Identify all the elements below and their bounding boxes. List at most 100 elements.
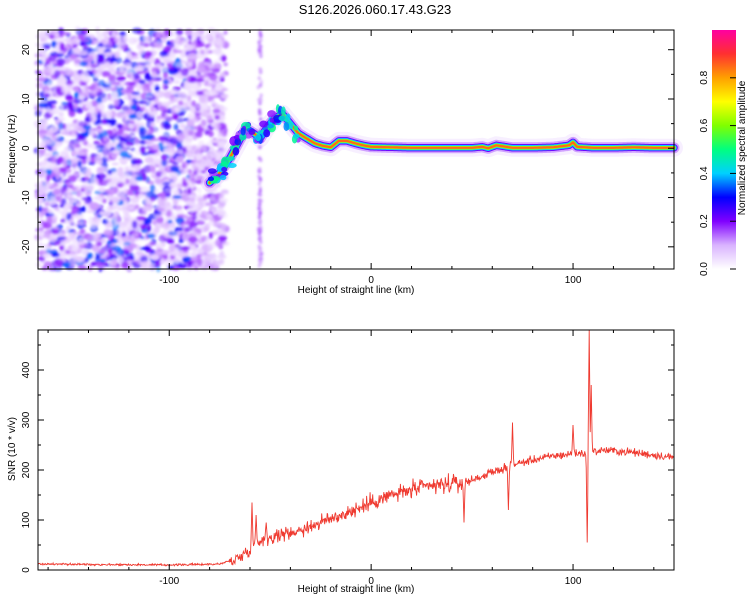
spectrogram-noise-cell [43,261,52,269]
spectrogram-noise-cell [127,52,133,60]
spectrogram-streak-cell [258,108,262,113]
spectrogram-noise-cell [84,249,90,254]
spectrogram-noise-cell [188,204,198,212]
spectrogram-noise-cell [113,136,120,144]
spectrogram-noise-cell [192,125,200,131]
spectrogram-noise-cell [123,243,129,249]
spectrogram-noise-cell [68,141,78,150]
spectrogram-noise-cell [111,30,117,38]
spectrogram-noise-cell [191,100,197,107]
spectrogram-noise-cell [38,242,43,248]
spectrogram-noise-cell [69,232,76,240]
spectrogram-noise-cell [204,91,211,95]
spectrogram-noise-cell [103,209,112,217]
spectrogram-streak-cell [258,177,263,182]
spectrogram-noise-cell [220,191,229,195]
spectrogram-noise-cell [42,244,53,250]
spectrogram-noise-cell [166,209,172,218]
spectrogram-noise-cell [203,257,210,266]
spectrogram-noise-cell [129,184,140,192]
spectrogram-streak-cell [259,79,264,84]
spectrogram-noise-cell [51,252,60,258]
spectrogram-noise-cell [211,206,216,213]
spectrogram-noise-cell [176,251,186,259]
spectrogram-noise-cell [213,102,220,110]
spectrogram-noise-cell [115,236,123,242]
spectrogram-noise-cell [196,90,204,96]
spectrogram-noise-cell [108,118,117,127]
spectrogram-noise-cell [119,160,128,165]
spectrogram-noise-cell [143,43,150,48]
spectrogram-streak-cell [258,99,262,104]
spectrogram-noise-cell [78,120,88,127]
spectrogram-noise-cell [58,231,66,236]
spectrogram-noise-cell [223,62,229,67]
spectrogram-noise-cell [143,36,149,42]
spectrogram-noise-cell [62,185,68,192]
spectrogram-noise-cell [96,91,107,99]
spectrogram-noise-cell [186,144,194,150]
spectrogram-noise-cell [144,156,154,164]
spectrogram-noise-cell [122,256,133,261]
spectrogram-noise-cell [108,104,115,110]
spectrogram-noise-cell [132,123,140,132]
spectrogram-noise-cell [164,187,173,193]
spectrogram-noise-cell [99,64,107,71]
spectrogram-noise-cell [48,53,57,62]
spectrogram-noise-cell [207,95,215,102]
spectrogram-noise-cell [36,77,47,82]
spectrogram-noise-cell [45,138,55,147]
spectrogram-noise-cell [36,123,46,129]
spectrogram-noise-cell [124,69,133,76]
spectrogram-noise-cell [123,62,132,69]
spectrogram-noise-cell [90,177,99,186]
spectrogram-noise-cell [161,173,167,177]
spectrogram-noise-cell [196,220,206,226]
spectrogram-noise-cell [160,65,168,72]
spectrogram-ridge-blob [267,124,274,129]
spectrogram-noise-cell [106,188,117,195]
spectrogram-noise-cell [95,128,104,133]
spectrogram-noise-cell [102,40,113,49]
spectrogram-noise-cell [93,140,100,146]
spectrogram-noise-cell [181,223,187,229]
spectrogram-noise-cell [76,190,81,198]
spectrogram-noise-cell [78,50,89,56]
spectrogram-noise-cell [186,159,192,163]
spectrogram-streak-cell [259,67,263,72]
colorbar-tick-label: 0.2 [699,214,710,228]
spectrogram-noise-cell [187,236,198,243]
spectrogram-noise-cell [182,139,192,146]
spectrogram-noise-cell [145,176,151,183]
spectrogram-noise-cell [47,99,57,105]
colorbar-tick-label: 0.8 [699,70,710,84]
spectrogram-noise-cell [208,257,215,264]
spectrogram-noise-cell [153,40,164,48]
spectrogram-noise-cell [175,217,185,224]
spectrogram-noise-cell [202,106,210,111]
spectrogram-noise-cell [114,51,121,59]
spectrogram-noise-cell [200,210,208,215]
spectrogram-noise-cell [127,203,137,209]
spectrogram-streak-cell [259,32,263,37]
spectrogram-noise-cell [59,244,65,252]
spectrogram-noise-cell [204,44,210,49]
spectrogram-noise-cell [167,219,173,224]
spectrogram-ridge-blob [207,176,215,182]
spectrogram-noise-cell [154,222,165,229]
spectrogram-noise-cell [98,46,105,53]
spectrogram-noise-cell [187,113,194,120]
spectrogram-noise-cell [183,261,192,269]
spectrogram-noise-cell [173,257,182,264]
spectrogram-noise-cell [197,161,206,167]
spectrogram-noise-cell [69,198,79,204]
spectrogram-streak-cell [259,54,263,59]
spectrogram-ridge-blob [267,110,276,118]
spectrogram-noise-cell [146,233,156,239]
spectrogram-noise-cell [154,84,160,92]
spectrogram-noise-cell [208,130,214,138]
spectrogram-noise-cell [214,85,223,91]
spectrogram-noise-cell [155,171,163,178]
spectrogram-noise-cell [37,204,43,213]
